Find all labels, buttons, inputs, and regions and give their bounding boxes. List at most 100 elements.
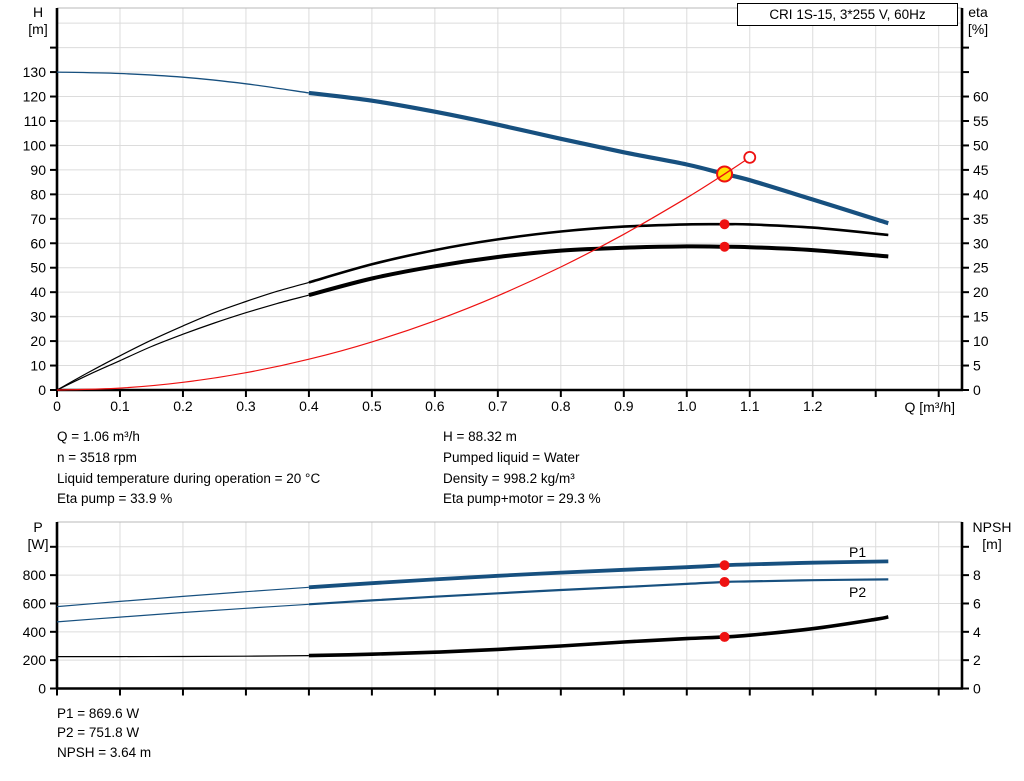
duty-data-left-column: Q = 1.06 m³/h n = 3518 rpm Liquid temper… (57, 427, 320, 510)
right-axis-tick-label: 25 (973, 260, 989, 276)
eta-pump-motor-value: Eta pump+motor = 29.3 % (443, 491, 601, 507)
x-axis-tick-label: 0.2 (173, 398, 193, 414)
p2-point (719, 576, 730, 587)
left-axis-tick-label: 30 (30, 309, 46, 325)
left-axis-tick-label: 200 (23, 652, 47, 668)
x-axis-tick-label: 1.0 (677, 398, 697, 414)
duty-point-system-line (717, 169, 732, 179)
left-axis-tick-label: 20 (30, 333, 46, 349)
x-axis-tick-label: 0.3 (236, 398, 256, 414)
eta-axis-title-symbol: eta (968, 4, 988, 20)
npsh-axis-title-symbol: NPSH (972, 519, 1012, 535)
p-axis-title: P [W] (16, 519, 60, 553)
right-axis-tick-label: 2 (973, 652, 981, 668)
p2-curve-thin (56, 603, 309, 623)
eta-axis-title-unit: [%] (967, 21, 989, 37)
speed-value: n = 3518 rpm (57, 449, 137, 465)
left-axis-tick-label: 800 (23, 567, 47, 583)
h-axis-title-unit: [m] (28, 21, 48, 37)
flow-value: Q = 1.06 m³/h (57, 429, 140, 444)
x-axis-tick-label: 0.5 (362, 398, 382, 414)
liquid-temperature-value: Liquid temperature during operation = 20… (57, 470, 321, 486)
p2-curve (308, 578, 889, 606)
eta-pump-value: Eta pump = 33.9 % (57, 491, 173, 507)
head-curve (308, 90, 889, 226)
right-axis-tick-label: 60 (973, 89, 989, 105)
left-axis-tick-label: 110 (24, 113, 47, 129)
p2-value: P2 = 751.8 W (57, 725, 140, 741)
p1-curve-thin (56, 586, 309, 608)
npsh-value: NPSH = 3.64 m (57, 744, 152, 760)
p1-value: P1 = 869.6 W (57, 706, 140, 721)
left-axis-tick-label: 10 (30, 358, 46, 374)
duty-point (716, 165, 734, 183)
duty-data-right-column: H = 88.32 m Pumped liquid = Water Densit… (443, 427, 601, 510)
left-axis-tick-label: 0 (38, 681, 46, 697)
right-axis-tick-label: 20 (973, 284, 989, 300)
npsh-axis-title: NPSH [m] (962, 519, 1022, 553)
eta-pump-point (719, 219, 730, 230)
x-axis-tick-label: 0.9 (614, 398, 634, 414)
npsh-curve (308, 615, 889, 658)
npsh-axis-title-unit: [m] (982, 536, 1002, 552)
npsh-point (719, 631, 730, 642)
right-axis-tick-label: 6 (973, 595, 981, 611)
curve-title-box: CRI 1S-15, 3*255 V, 60Hz (737, 3, 958, 26)
head-curve-thin (56, 71, 309, 94)
system-curve (56, 159, 746, 391)
left-axis-tick-label: 100 (23, 137, 47, 153)
right-axis-tick-label: 0 (973, 382, 981, 398)
x-axis-tick-label: 1.1 (740, 398, 760, 414)
head-efficiency-chart: 0 10 20 30 40 50 60 70 80 90 100 110 120 130 0 5 10 15 20 2… (23, 7, 989, 414)
right-axis-tick-label: 50 (973, 137, 989, 153)
x-axis-tick-label: 0.4 (299, 398, 319, 414)
left-axis-tick-label: 0 (38, 382, 46, 398)
x-axis-tick-label: 0.7 (488, 398, 508, 414)
right-axis-tick-label: 45 (973, 162, 989, 178)
density-value: Density = 998.2 kg/m³ (443, 470, 575, 486)
power-npsh-values: P1 = 869.6 W P2 = 751.8 W NPSH = 3.64 m (57, 704, 151, 762)
right-axis-tick-label: 8 (973, 567, 981, 583)
left-axis-tick-label: 60 (30, 235, 46, 251)
left-axis-tick-label: 40 (30, 284, 46, 300)
left-axis-tick-label: 400 (23, 624, 47, 640)
left-axis-tick-label: 130 (23, 64, 47, 80)
left-axis-tick-label: 80 (30, 186, 46, 202)
left-axis-tick-label: 600 (23, 595, 47, 611)
p-axis-title-unit: [W] (27, 536, 49, 552)
x-axis-tick-label: 0.1 (110, 398, 130, 414)
right-axis-tick-label: 30 (973, 235, 989, 251)
left-axis-tick-label: 120 (23, 89, 47, 105)
left-axis-tick-label: 90 (30, 162, 46, 178)
head-value: H = 88.32 m (443, 429, 517, 444)
p1-point (719, 560, 730, 571)
eta-axis-title: eta [%] (956, 4, 1000, 38)
curve-label-P1: P1 (849, 544, 866, 560)
right-axis-tick-label: 4 (973, 624, 981, 640)
right-axis-tick-label: 55 (973, 113, 989, 129)
q-axis-title: Q [m³/h] (904, 399, 955, 415)
left-axis-tick-label: 50 (30, 260, 46, 276)
left-axis-tick-label: 70 (30, 211, 46, 227)
eta-pump-motor-point (719, 241, 730, 252)
h-axis-title: H [m] (16, 4, 60, 38)
eta-pump-motor-curve (308, 244, 889, 298)
requested-duty-point (743, 150, 757, 164)
x-axis-tick-label: 0.6 (425, 398, 445, 414)
eta-pump-curve (308, 222, 889, 284)
right-axis-tick-label: 40 (973, 186, 989, 202)
right-axis-tick-label: 0 (973, 681, 981, 697)
right-axis-tick-label: 35 (973, 211, 989, 227)
x-axis-tick-label: 0.8 (551, 398, 571, 414)
pumped-liquid-value: Pumped liquid = Water (443, 449, 580, 465)
right-axis-tick-label: 5 (973, 358, 981, 374)
p-axis-title-symbol: P (33, 519, 43, 535)
right-axis-tick-label: 15 (973, 309, 989, 325)
eta-pump-motor-curve-thin (56, 294, 310, 391)
right-axis-tick-label: 10 (973, 333, 989, 349)
h-axis-title-symbol: H (32, 4, 44, 20)
x-axis-tick-label: 0 (53, 398, 61, 414)
curve-label-P2: P2 (849, 584, 866, 600)
